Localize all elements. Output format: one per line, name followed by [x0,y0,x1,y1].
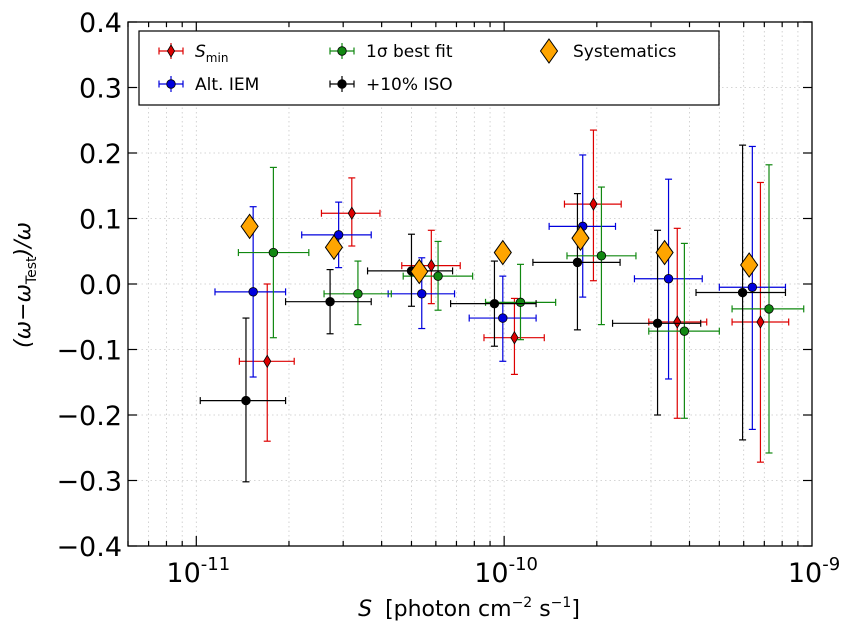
legend-entry: Alt. IEM [158,75,259,95]
legend-marker [337,79,347,89]
data-point [737,287,748,298]
y-axis-sub: Test [24,256,40,285]
data-layer [199,129,805,483]
x-tick-exp: -11 [201,554,230,575]
data-point [652,318,663,329]
data-point [764,304,774,314]
y-axis-main: (ω−ω [11,284,36,348]
data-point [241,395,251,406]
y-tick-label: −0.3 [56,467,122,498]
data-point [347,206,356,221]
data-point [493,239,512,266]
series--10-iso [199,144,787,483]
x-tick-label: 10-10 [474,554,538,589]
data-point [673,315,682,329]
series-systematics [240,213,759,285]
series-s-min [238,129,790,463]
y-tick-label: −0.1 [56,336,122,367]
y-tick-label: 0.1 [79,205,122,236]
y-tick-label: 0.0 [79,270,122,301]
x-tick-base: 10 [166,558,200,589]
data-point [663,274,674,284]
x-axis-var: S [358,597,372,622]
data-point [353,289,363,299]
data-point [510,330,519,345]
y-tick-label: 0.3 [79,74,122,105]
data-point [589,197,598,211]
data-point [655,239,674,266]
x-axis-unit: [photon cm [385,597,512,622]
data-point [333,230,344,240]
data-point [489,298,500,309]
x-tick-base: 10 [474,558,508,589]
x-axis-mid: s [532,597,550,622]
legend-entry: Smin [158,42,228,65]
data-point [740,252,759,278]
legend-label: Alt. IEM [195,75,259,95]
legend-marker [166,44,176,58]
x-axis-exp1: −2 [512,595,533,611]
data-point [248,287,258,297]
y-axis-end: )/ω [11,222,36,258]
legend-marker [337,46,347,56]
x-tick-exp: -10 [509,554,538,575]
y-tick-label: 0.2 [79,139,122,170]
legend-label: 1σ best fit [366,42,453,62]
x-tick-exp: -9 [822,554,840,575]
data-point [498,313,508,323]
series-1-best-fit [237,164,805,454]
data-point [240,213,259,240]
ticks-layer: −0.4−0.3−0.2−0.10.00.10.20.30.410-11 10-1… [56,8,840,589]
y-tick-label: 0.4 [79,8,122,39]
x-tick-label: 10-11 [166,554,230,589]
data-point [268,247,279,258]
legend-entry: 1σ best fit [329,42,453,62]
data-point [515,297,526,308]
legend-label-main: S [195,42,206,62]
data-point [679,326,690,336]
legend-marker [166,79,176,89]
data-point [572,257,583,268]
x-axis-end: ] [571,597,580,622]
x-axis-label: S [photon cm−2 s−1] [358,595,580,622]
x-tick-label: 10-9 [788,554,840,589]
legend-box [138,30,720,106]
legend-marker [539,38,559,64]
data-point [747,282,758,292]
series-alt-iem [214,145,787,431]
data-point [596,251,607,261]
data-point [410,258,429,285]
legend-label: Smin [195,42,228,65]
y-axis-label: (ω−ωTest)/ω [11,222,40,348]
data-point [433,271,443,281]
data-point [324,234,344,261]
x-axis-exp2: −1 [551,595,572,611]
y-tick-label: −0.2 [56,401,122,432]
data-point [756,315,765,329]
legend-label-sub: min [206,51,229,65]
data-point [325,296,335,307]
data-point [427,258,436,273]
legend-entry: Systematics [539,38,677,64]
data-point [263,354,272,369]
x-tick-base: 10 [788,558,822,589]
data-point [571,225,590,252]
legend: Smin Alt. IEM 1σ best fit +10% ISO Systemati… [138,30,720,106]
plot-frame [127,21,813,547]
legend-entry: +10% ISO [329,75,453,95]
data-point [417,289,427,299]
y-tick-label: −0.4 [56,532,122,563]
legend-label: +10% ISO [366,75,453,95]
legend-label: Systematics [573,42,677,62]
